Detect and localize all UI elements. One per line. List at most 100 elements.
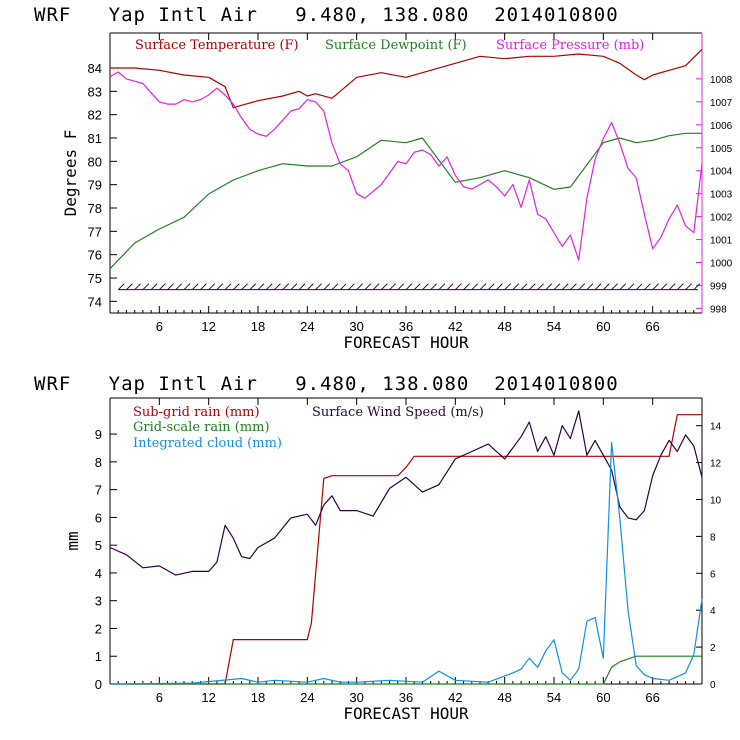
bottom-x-tick-label: 60: [596, 690, 610, 705]
top-x-tick-label: 66: [645, 319, 659, 334]
wind-barb: [627, 283, 635, 291]
top-y2-tick-label: 1002: [710, 213, 733, 224]
wind-barb: [389, 283, 396, 291]
top-x-tick-label: 42: [448, 319, 462, 334]
wind-barb: [126, 283, 133, 291]
bottom-y-tick-label: 1: [95, 649, 102, 664]
bottom-x-tick-label: 54: [547, 690, 561, 705]
bottom-x-tick-label: 36: [399, 690, 413, 705]
top-y2-tick-label: 998: [710, 304, 727, 315]
top-x-tick-label: 60: [596, 319, 610, 334]
wind-barb: [553, 283, 561, 291]
bottom-x-tick-label: 6: [156, 690, 163, 705]
bottom-series-line-2: [109, 410, 703, 576]
top-y-tick-label: 81: [88, 131, 102, 146]
top-x-axis-label: FORECAST HOUR: [343, 333, 469, 352]
wind-barb: [668, 283, 676, 291]
wind-barb: [413, 283, 421, 291]
wind-barb: [274, 283, 281, 291]
bottom-x-tick-label: 42: [448, 690, 462, 705]
wind-barb: [364, 283, 372, 291]
wind-barb: [602, 283, 610, 291]
bottom-x-tick-label: 18: [251, 690, 265, 705]
wind-barb: [241, 283, 248, 291]
wind-barb: [487, 283, 495, 291]
top-x-tick-label: 36: [399, 319, 413, 334]
top-y2-tick-label: 1006: [710, 121, 733, 132]
wind-barb: [496, 283, 503, 291]
wind-barb: [134, 283, 142, 291]
wind-barb: [561, 283, 569, 291]
top-y2-tick-label: 1008: [710, 75, 733, 86]
top-y-tick-label: 82: [88, 108, 102, 123]
bottom-chart-title: WRF Yap Intl Air 9.480, 138.080 20140108…: [34, 373, 619, 395]
top-y2-tick-label: 999: [710, 281, 727, 292]
wind-barb: [372, 283, 380, 291]
bottom-series-line-4: [109, 441, 703, 685]
bottom-x-tick-label: 12: [201, 690, 215, 705]
wind-barb: [183, 283, 191, 291]
bottom-y-tick-label: 6: [95, 510, 102, 525]
wind-barb: [315, 283, 322, 291]
bottom-y-tick-label: 7: [95, 483, 102, 498]
top-x-tick-label: 24: [300, 319, 314, 334]
wind-barb: [356, 283, 364, 291]
bottom-y2-tick-label: 10: [710, 495, 722, 506]
wind-barb: [158, 283, 166, 291]
wind-barb: [323, 283, 331, 291]
wind-barb: [635, 283, 643, 291]
top-x-tick-label: 30: [349, 319, 363, 334]
wind-barb: [676, 283, 684, 291]
wind-barb: [454, 283, 462, 291]
wind-barb: [537, 283, 544, 291]
bottom-y-tick-label: 5: [95, 538, 102, 553]
wind-barb: [430, 283, 438, 291]
bottom-y2-tick-label: 2: [710, 643, 716, 654]
top-y-tick-label: 78: [88, 201, 102, 216]
bottom-x-tick-label: 30: [349, 690, 363, 705]
top-x-tick-label: 54: [547, 319, 561, 334]
bottom-legend-entry: Sub-grid rain (mm): [133, 405, 260, 420]
bottom-y2-tick-label: 12: [710, 459, 722, 470]
top-x-tick-label: 18: [251, 319, 265, 334]
top-y-tick-label: 74: [88, 294, 102, 309]
wind-barb: [117, 283, 125, 291]
wind-barb: [586, 283, 594, 291]
wind-barb: [200, 283, 207, 291]
bottom-series-line-3: [110, 655, 702, 685]
wind-barb: [446, 283, 454, 291]
wind-barb: [232, 283, 240, 291]
wind-barb: [224, 283, 232, 291]
top-chart-title: WRF Yap Intl Air 9.480, 138.080 20140108…: [34, 4, 619, 26]
top-legend-entry: Surface Pressure (mb): [496, 38, 644, 53]
bottom-x-tick-label: 48: [497, 690, 511, 705]
bottom-y2-tick-label: 14: [710, 422, 722, 433]
bottom-x-tick-label: 24: [300, 690, 314, 705]
bottom-series-line-1: [110, 414, 702, 685]
wind-barb: [578, 283, 586, 291]
wind-barb: [463, 283, 470, 291]
bottom-y-tick-label: 9: [95, 427, 102, 442]
wind-barb: [438, 283, 446, 291]
bottom-y-tick-label: 3: [95, 594, 102, 609]
top-y2-tick-label: 1000: [710, 259, 733, 270]
top-series-line-3: [109, 71, 703, 261]
wind-barb: [348, 283, 355, 291]
wind-barb: [685, 283, 692, 291]
wind-barb: [191, 283, 199, 291]
wind-barb: [175, 283, 183, 291]
wind-barb: [693, 283, 701, 291]
wind-barb: [306, 283, 314, 291]
wind-barb: [619, 283, 627, 291]
wind-barb: [331, 283, 339, 291]
top-y-tick-label: 76: [88, 248, 102, 263]
wind-barb: [290, 283, 298, 291]
wind-barb: [652, 283, 660, 291]
wind-barb: [545, 283, 553, 291]
wind-barb: [520, 283, 528, 291]
wind-barb: [208, 283, 216, 291]
wind-barb: [611, 283, 618, 291]
wind-barb: [298, 283, 306, 291]
top-x-tick-label: 6: [156, 319, 163, 334]
